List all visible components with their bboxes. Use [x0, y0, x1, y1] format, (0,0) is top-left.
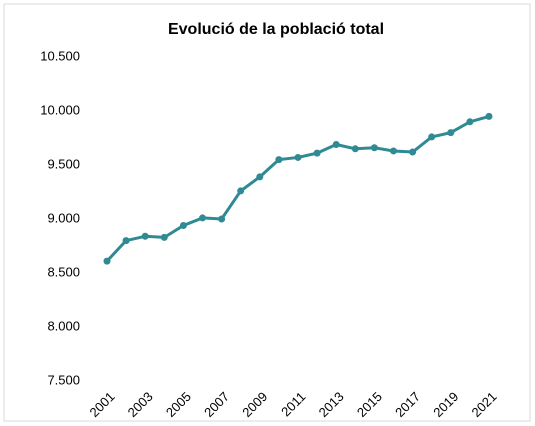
point: [199, 214, 206, 222]
y-tick-label: 7.500: [47, 372, 80, 387]
point: [466, 118, 474, 126]
point: [294, 153, 302, 161]
chart-border: [3, 3, 531, 422]
y-tick-label: 10.000: [40, 102, 80, 117]
y-tick-label: 9.000: [47, 210, 80, 225]
chart-title: Evolució de la població total: [168, 21, 384, 38]
point: [332, 140, 340, 148]
point: [313, 149, 321, 157]
point: [485, 112, 493, 120]
y-tick-label: 9.500: [47, 156, 80, 171]
point: [141, 232, 149, 240]
point: [390, 147, 397, 155]
y-tick-label: 8.000: [47, 318, 80, 333]
point: [428, 133, 436, 141]
point: [179, 221, 187, 229]
point: [351, 145, 359, 153]
point: [103, 257, 111, 265]
point: [370, 144, 378, 152]
point: [122, 237, 130, 245]
point: [447, 129, 455, 137]
point: [409, 148, 417, 156]
point: [160, 233, 168, 241]
y-tick-label: 8.500: [47, 264, 80, 279]
y-tick-label: 10.500: [40, 48, 80, 63]
point: [256, 173, 264, 181]
point: [218, 215, 226, 223]
point: [237, 187, 245, 195]
point: [275, 156, 283, 164]
